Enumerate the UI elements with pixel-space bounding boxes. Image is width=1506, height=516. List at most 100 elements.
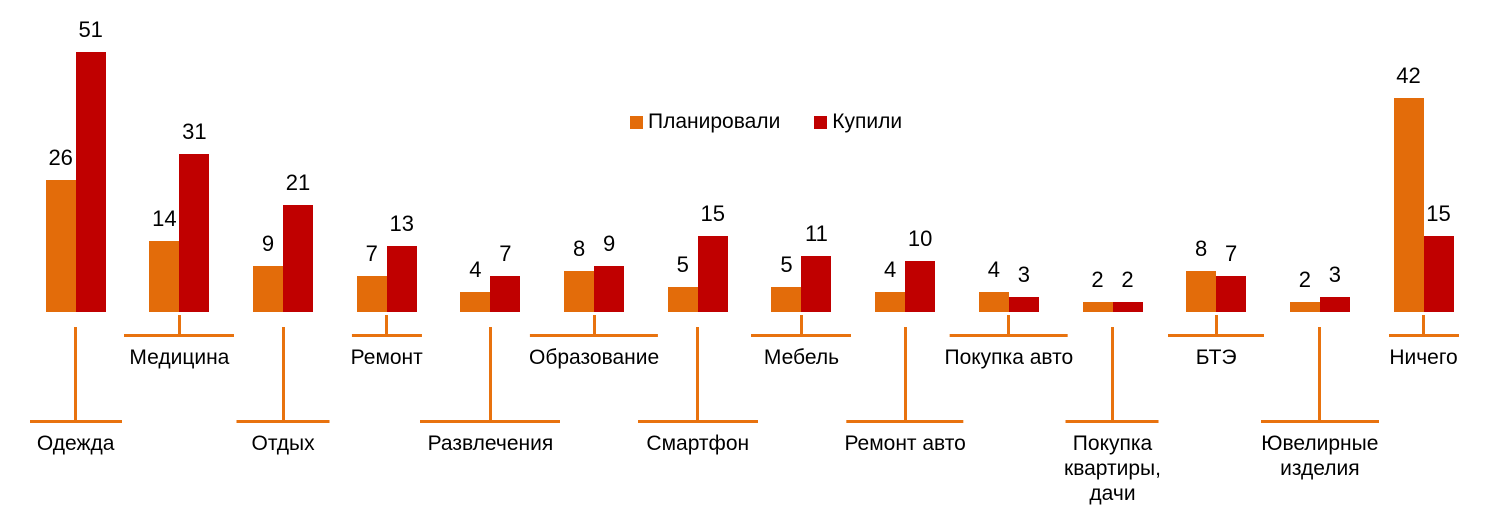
legend-item-bought: Купили	[814, 110, 902, 134]
leader-line-vertical	[696, 327, 700, 420]
bar-bought	[386, 245, 417, 312]
category-label-line: Покупка авто	[944, 346, 1074, 369]
bar-bought	[697, 235, 728, 312]
category-label-line: Покупка	[1072, 432, 1153, 455]
leader-line-vertical	[1111, 327, 1114, 420]
leader-line-vertical	[385, 315, 389, 336]
bar-planned	[460, 291, 491, 312]
category-label: Медицина	[129, 345, 229, 370]
chart-legend: Планировали Купили	[630, 109, 902, 135]
category-callout: Покупка авто	[944, 334, 1073, 370]
legend-label-planned: Планировали	[648, 110, 781, 133]
value-label-planned: 14	[152, 205, 177, 231]
leader-line-vertical	[177, 315, 181, 336]
leader-line-vertical	[1007, 315, 1011, 336]
value-label-bought: 21	[285, 170, 311, 196]
category-callout: Мебель	[751, 334, 852, 370]
category-label-line: Развлечения	[427, 432, 554, 455]
bar-planned	[978, 291, 1009, 312]
bar-bought	[1319, 296, 1350, 312]
leader-line-horizontal	[1168, 334, 1265, 337]
value-label-planned: 42	[1396, 63, 1421, 89]
value-label-bought: 15	[700, 200, 725, 226]
category-label: БТЭ	[1196, 345, 1237, 370]
category-label: Образование	[529, 345, 659, 370]
category-label: Мебель	[764, 345, 839, 370]
category-label: Покупка авто	[944, 345, 1073, 370]
bar-planned	[1082, 301, 1113, 312]
category-callout: Ремонт авто	[844, 420, 966, 456]
value-label-planned: 9	[261, 231, 275, 257]
category-label-line: Медицина	[129, 346, 230, 369]
category-label-line: Ювелирные	[1261, 432, 1379, 455]
category-label: Развлечения	[428, 431, 554, 456]
bar-planned	[1186, 271, 1217, 312]
bar-planned	[1289, 301, 1320, 312]
value-label-planned: 2	[1298, 266, 1311, 292]
value-label-planned: 5	[676, 251, 689, 277]
leader-line-horizontal	[351, 334, 422, 337]
value-label-bought: 13	[389, 210, 414, 236]
leader-line-horizontal	[1066, 420, 1159, 423]
bar-bought	[905, 261, 936, 312]
category-label-line: Ремонт авто	[844, 432, 966, 455]
category-label: Покупка квартиры, дачи	[1064, 431, 1161, 506]
category-label-line: Образование	[529, 346, 660, 369]
category-callout: БТЭ	[1168, 334, 1265, 370]
category-callout: Ювелирные изделия	[1260, 420, 1379, 481]
leader-line-horizontal	[1260, 420, 1379, 423]
leader-line-vertical	[74, 327, 78, 420]
leader-line-horizontal	[846, 420, 964, 423]
leader-line-horizontal	[29, 420, 122, 423]
bar-planned	[253, 266, 284, 312]
value-label-bought: 10	[907, 226, 933, 252]
leader-line-vertical	[488, 327, 492, 420]
value-label-planned: 4	[987, 256, 1000, 282]
category-callout: Покупка квартиры, дачи	[1064, 420, 1161, 506]
legend-item-planned: Планировали	[630, 110, 780, 134]
leader-line-vertical	[1422, 315, 1426, 336]
value-label-bought: 31	[182, 119, 207, 145]
value-label-bought: 3	[1328, 261, 1341, 287]
bar-bought	[594, 266, 625, 312]
value-label-bought: 15	[1426, 200, 1451, 226]
category-callout: Отдых	[236, 420, 330, 456]
category-label-line: квартиры,	[1064, 457, 1161, 480]
category-callout: Смартфон	[637, 420, 758, 456]
bar-bought	[1423, 235, 1454, 312]
value-label-bought: 3	[1017, 261, 1030, 287]
category-label: Одежда	[37, 431, 115, 456]
value-label-planned: 7	[365, 241, 378, 267]
category-callout: Медицина	[124, 334, 235, 370]
value-label-planned: 8	[1195, 236, 1208, 262]
category-label: Ремонт авто	[844, 431, 965, 456]
legend-swatch-planned-icon	[630, 115, 643, 129]
leader-line-horizontal	[530, 334, 659, 337]
category-label-line: Ремонт	[350, 346, 423, 369]
bar-bought	[283, 205, 314, 312]
bar-bought	[801, 256, 832, 312]
category-label-line: БТЭ	[1195, 346, 1237, 369]
category-label-line: Смартфон	[646, 432, 750, 455]
value-label-planned: 26	[48, 144, 73, 170]
category-label-line: Отдых	[251, 432, 315, 455]
bar-planned	[149, 240, 180, 312]
leader-line-vertical	[1318, 327, 1322, 420]
category-label-line: Ничего	[1389, 346, 1458, 369]
bar-planned	[564, 271, 595, 312]
bar-planned	[1393, 98, 1424, 312]
category-label-line: Одежда	[36, 432, 115, 455]
category-callout: Ничего	[1388, 334, 1459, 370]
value-label-planned: 2	[1091, 266, 1104, 292]
category-label: Ничего	[1389, 345, 1457, 370]
value-label-planned: 8	[572, 236, 586, 262]
category-label: Смартфон	[646, 431, 749, 456]
value-label-bought: 7	[499, 241, 512, 267]
bar-bought	[1008, 296, 1039, 312]
value-label-planned: 4	[469, 256, 482, 282]
bar-bought	[75, 52, 106, 312]
value-label-bought: 51	[78, 17, 103, 43]
leader-line-horizontal	[751, 334, 852, 337]
category-label: Ювелирные изделия	[1261, 431, 1378, 481]
bar-bought	[1216, 276, 1247, 312]
